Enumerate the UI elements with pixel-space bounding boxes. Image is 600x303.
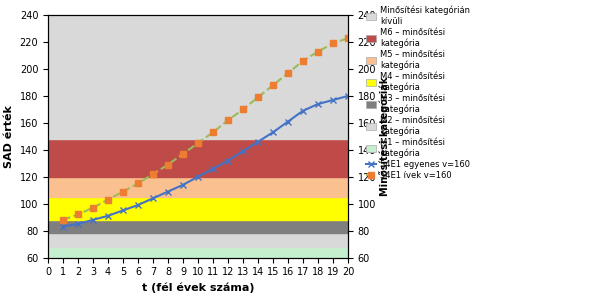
Bar bbox=[48, 139, 348, 177]
Bar bbox=[48, 177, 348, 197]
Bar bbox=[48, 247, 348, 258]
Bar bbox=[48, 15, 348, 139]
Y-axis label: SAD érték: SAD érték bbox=[4, 105, 14, 168]
Bar bbox=[48, 233, 348, 247]
Y-axis label: Minősítési kategóriák: Minősítési kategóriák bbox=[379, 77, 390, 196]
Bar bbox=[48, 220, 348, 233]
X-axis label: t (fél évek száma): t (fél évek száma) bbox=[142, 283, 254, 293]
Bar bbox=[48, 197, 348, 220]
Legend: Minősítési kategórián
kívüli, M6 – minősítési
kategória, M5 – minősítési
kategór: Minősítési kategórián kívüli, M6 – minős… bbox=[364, 4, 472, 182]
